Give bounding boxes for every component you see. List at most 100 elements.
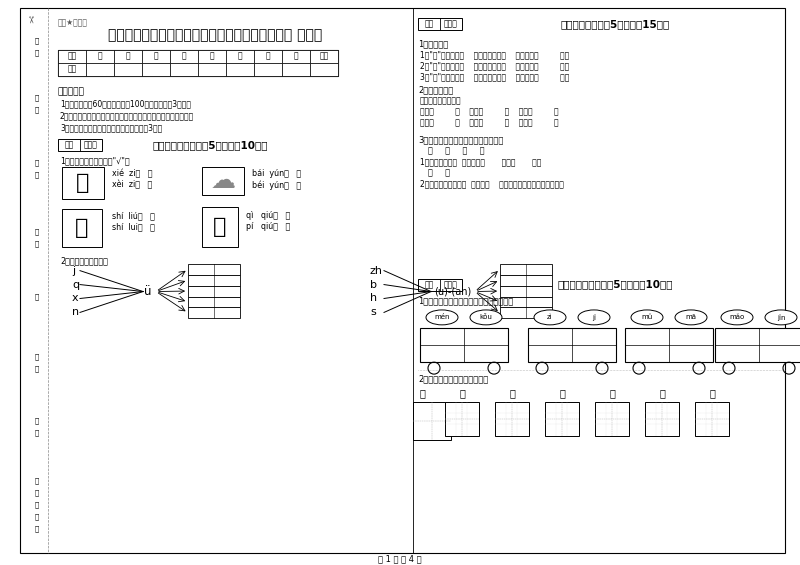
Bar [58,50,338,76]
Text: 近     进: 近 进 [428,168,450,177]
Bar [188,297,240,307]
Text: （: （ [35,489,39,496]
Text: 六: 六 [559,388,565,398]
Text: 得分: 得分 [67,64,77,73]
Bar [202,167,244,195]
Text: 四: 四 [459,388,465,398]
Text: 1．妈妈叫我做（  ）功课后（       ）去（       ）。: 1．妈妈叫我做（ ）功课后（ ）去（ ）。 [420,157,542,166]
Bar [595,402,629,436]
Bar [58,63,86,76]
Bar [645,402,679,436]
Text: kǒu: kǒu [479,314,493,320]
Bar [418,279,462,290]
Text: 三、识字写字（每题5分，共计10分）: 三、识字写字（每题5分，共计10分） [558,280,673,289]
Text: mā: mā [686,314,697,320]
Bar [500,264,552,275]
Ellipse shape [578,310,610,325]
Text: 3．你能给下列括号选上正确的字吗？: 3．你能给下列括号选上正确的字吗？ [418,135,503,144]
Ellipse shape [675,310,707,325]
Text: 评卷人: 评卷人 [444,280,458,289]
Bar [282,50,310,63]
Text: 考试须知：: 考试须知： [58,88,85,97]
Text: 3．不要在试卷上乱写乱画，卷面不整洁扣3分。: 3．不要在试卷上乱写乱画，卷面不整洁扣3分。 [60,123,162,132]
Bar [695,402,729,436]
Text: n: n [72,307,79,318]
Bar [226,50,254,63]
Bar [202,207,238,247]
Text: 编: 编 [35,514,39,520]
Text: 等: 等 [35,50,39,57]
Text: bái  yún（   ）: bái yún（ ） [252,169,301,178]
Text: xèi  zi（   ）: xèi zi（ ） [112,180,152,189]
Text: jǐn: jǐn [777,314,786,321]
Text: x: x [72,293,78,303]
Text: 2．请正确的书写下面的汉字。: 2．请正确的书写下面的汉字。 [418,374,488,383]
Text: 1．考试时间：60分钟，满分为100分（含卷面分3分）。: 1．考试时间：60分钟，满分为100分（含卷面分3分）。 [60,99,191,108]
Text: 题号: 题号 [67,52,77,60]
Bar [170,50,198,63]
Text: ☁: ☁ [210,169,235,193]
Bar [62,167,104,199]
Text: xié  zi（   ）: xié zi（ ） [112,169,153,179]
Text: 图: 图 [35,229,39,236]
Text: h: h [370,293,377,303]
Bar [715,328,800,362]
Bar [188,275,240,285]
Text: 1．我会读准拼音，还能写出正确的汉字。: 1．我会读准拼音，还能写出正确的汉字。 [418,297,514,306]
Bar [188,285,240,297]
Text: 🍎: 🍎 [75,218,89,238]
Ellipse shape [470,310,502,325]
Text: 九: 九 [709,388,715,398]
Bar [528,328,616,362]
Text: 🎈: 🎈 [214,217,226,237]
Text: s: s [370,307,376,318]
Text: 二: 二 [126,52,130,60]
Text: (u)-(an): (u)-(an) [434,286,472,297]
Bar [418,18,462,30]
Text: 3．"冬"共有几画（    ）。第三画是（    ），组词（         ）。: 3．"冬"共有几画（ ）。第三画是（ ），组词（ ）。 [420,73,570,81]
Bar [500,285,552,297]
Text: 班: 班 [35,418,39,424]
Text: j: j [72,266,75,276]
Ellipse shape [721,310,753,325]
Text: 系: 系 [35,477,39,484]
Text: qì   qiú（   ）: qì qiú（ ） [246,211,290,220]
Text: 五: 五 [210,52,214,60]
Text: 八: 八 [659,388,665,398]
Bar [170,63,198,76]
Text: 七: 七 [266,52,270,60]
Bar [58,140,102,151]
Text: 👞: 👞 [76,173,90,193]
Bar [114,63,142,76]
Text: q: q [72,280,79,289]
Ellipse shape [534,310,566,325]
Text: 题密★自用题: 题密★自用题 [58,18,88,27]
Text: 树叶（         ）    花儿（         ）    果子（         ）: 树叶（ ） 花儿（ ） 果子（ ） [420,119,558,127]
Text: 二、填空题（每题5分，共计15分）: 二、填空题（每题5分，共计15分） [560,19,670,29]
Bar [86,63,114,76]
Text: 2．我会拼，我会写。: 2．我会拼，我会写。 [60,257,108,266]
Bar [420,328,508,362]
Bar [500,297,552,307]
Text: mǔ: mǔ [642,314,653,320]
Text: 1．在正确的音节后面打"√"。: 1．在正确的音节后面打"√"。 [60,156,130,165]
Bar [188,307,240,319]
Bar [86,50,114,63]
Text: mén: mén [434,314,450,320]
Text: ü: ü [144,285,152,298]
Text: 得分: 得分 [64,141,74,150]
Text: ）: ） [35,525,39,532]
Text: 四: 四 [182,52,186,60]
Bar [198,63,226,76]
Text: 五: 五 [509,388,515,398]
Bar [310,63,338,76]
Bar [142,50,170,63]
Text: 八: 八 [294,52,298,60]
Text: ✂: ✂ [25,15,35,23]
Text: 1．我会填。: 1．我会填。 [418,40,448,49]
Text: 中: 中 [35,38,39,45]
Text: 2．公园离我们家很（  ），走（    ）公园，我们就看到桃花开了。: 2．公园离我们家很（ ），走（ ）公园，我们就看到桃花开了。 [420,179,564,188]
Text: pí   qiú（   ）: pí qiú（ ） [246,222,290,231]
Bar [500,307,552,319]
Text: 玩     完     再     在: 玩 完 再 在 [428,146,485,155]
